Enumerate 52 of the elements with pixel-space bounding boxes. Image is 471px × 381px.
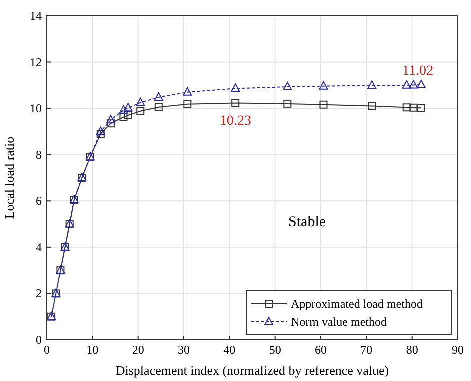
point	[124, 103, 133, 112]
x-tick-label: 20	[132, 343, 144, 357]
point	[320, 100, 328, 109]
x-tick-label: 60	[315, 343, 327, 357]
y-tick-label: 0	[36, 333, 42, 347]
point	[96, 126, 106, 136]
x-tick-label: 80	[406, 343, 418, 357]
y-tick-label: 6	[36, 194, 42, 208]
x-tick-label: 30	[178, 343, 190, 357]
point	[119, 105, 128, 114]
point	[368, 80, 377, 90]
x-tick-label: 90	[452, 343, 464, 357]
point	[120, 113, 128, 122]
point	[184, 100, 192, 108]
point	[136, 107, 145, 116]
y-tick-label: 4	[36, 240, 42, 254]
x-tick-label: 70	[360, 343, 373, 357]
point	[232, 99, 240, 108]
x-tick-label: 40	[224, 343, 236, 357]
y-tick-label: 2	[36, 286, 42, 301]
point	[319, 81, 328, 90]
point	[409, 80, 418, 89]
point	[154, 92, 164, 101]
point	[106, 115, 116, 124]
point	[368, 102, 376, 110]
point	[417, 104, 426, 112]
point	[124, 112, 132, 120]
point	[183, 87, 192, 96]
y-tick-label: 8	[36, 148, 42, 162]
point	[283, 82, 292, 91]
point	[416, 80, 426, 88]
y-tick-label: 10	[30, 102, 42, 116]
point	[402, 104, 411, 112]
annotation: 10.23	[220, 114, 252, 130]
y-tick-label: 14	[30, 9, 42, 23]
y-tick-label: 12	[30, 55, 42, 70]
annotation: 11.02	[402, 64, 434, 79]
legend-label: Approximated load method	[291, 297, 423, 311]
point	[96, 130, 105, 138]
point	[106, 120, 115, 128]
y-axis-title: Local load ratio	[2, 136, 17, 220]
point	[284, 100, 292, 108]
point	[410, 104, 418, 112]
x-tick-label: 50	[269, 343, 282, 357]
point	[154, 103, 163, 112]
legend-label: Norm value method	[291, 315, 387, 329]
x-axis-title: Displacement index (normalized by reference value)	[116, 363, 390, 378]
point	[402, 80, 412, 89]
point	[231, 84, 240, 92]
annotation: Stable	[288, 214, 326, 231]
x-tick-label: 10	[86, 343, 99, 357]
point	[136, 98, 146, 106]
